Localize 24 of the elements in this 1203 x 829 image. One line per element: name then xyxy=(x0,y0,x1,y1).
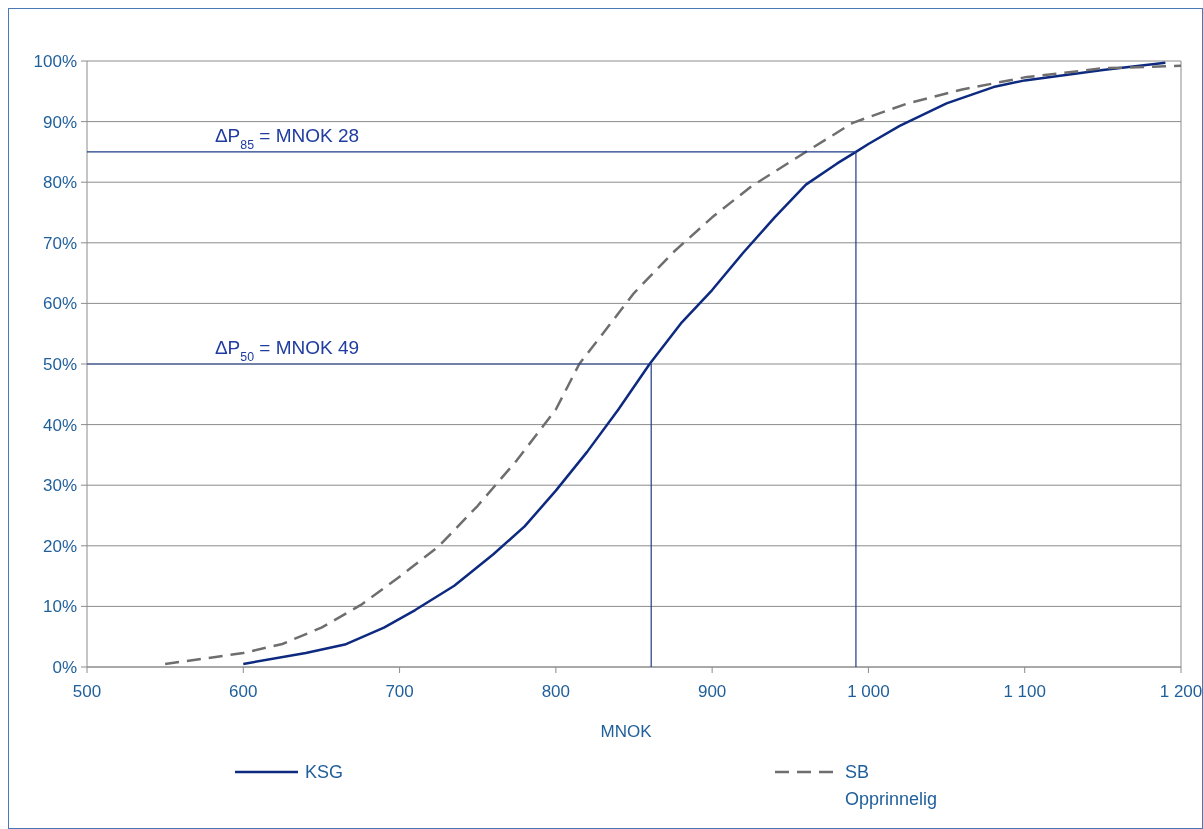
x-tick-label: 1 200 xyxy=(1159,682,1203,701)
y-tick-label: 50% xyxy=(42,355,77,374)
y-tick-label: 0% xyxy=(52,658,77,677)
x-tick-label: 1 100 xyxy=(1003,682,1046,701)
y-tick-label: 60% xyxy=(42,294,77,314)
x-tick-label: 800 xyxy=(541,682,571,701)
x-tick-label: 700 xyxy=(385,682,414,701)
annotation: ΔP$_{50}$ = MNOK 49 xyxy=(214,337,360,364)
y-tick-label: 20% xyxy=(42,536,77,556)
y-tick-label: 70% xyxy=(42,233,77,253)
x-tick-label: 600 xyxy=(229,682,258,701)
y-tick-label: 80% xyxy=(42,173,77,193)
y-tick-label: 30% xyxy=(42,476,77,496)
legend-label: KSG xyxy=(305,762,344,782)
x-tick-label: 500 xyxy=(72,682,102,701)
legend-label: SB Opprinnelig xyxy=(845,762,938,809)
x-axis-title: MNOK xyxy=(600,722,653,741)
y-tick-label: 100% xyxy=(33,52,77,71)
y-tick-label: 10% xyxy=(42,597,77,617)
x-tick-label: 1 000 xyxy=(847,682,890,701)
annotation: ΔP$_{85}$ = MNOK 28 xyxy=(214,124,360,152)
x-tick-label: 900 xyxy=(697,682,727,701)
y-tick-label: 90% xyxy=(42,112,77,132)
y-tick-label: 40% xyxy=(42,415,77,435)
